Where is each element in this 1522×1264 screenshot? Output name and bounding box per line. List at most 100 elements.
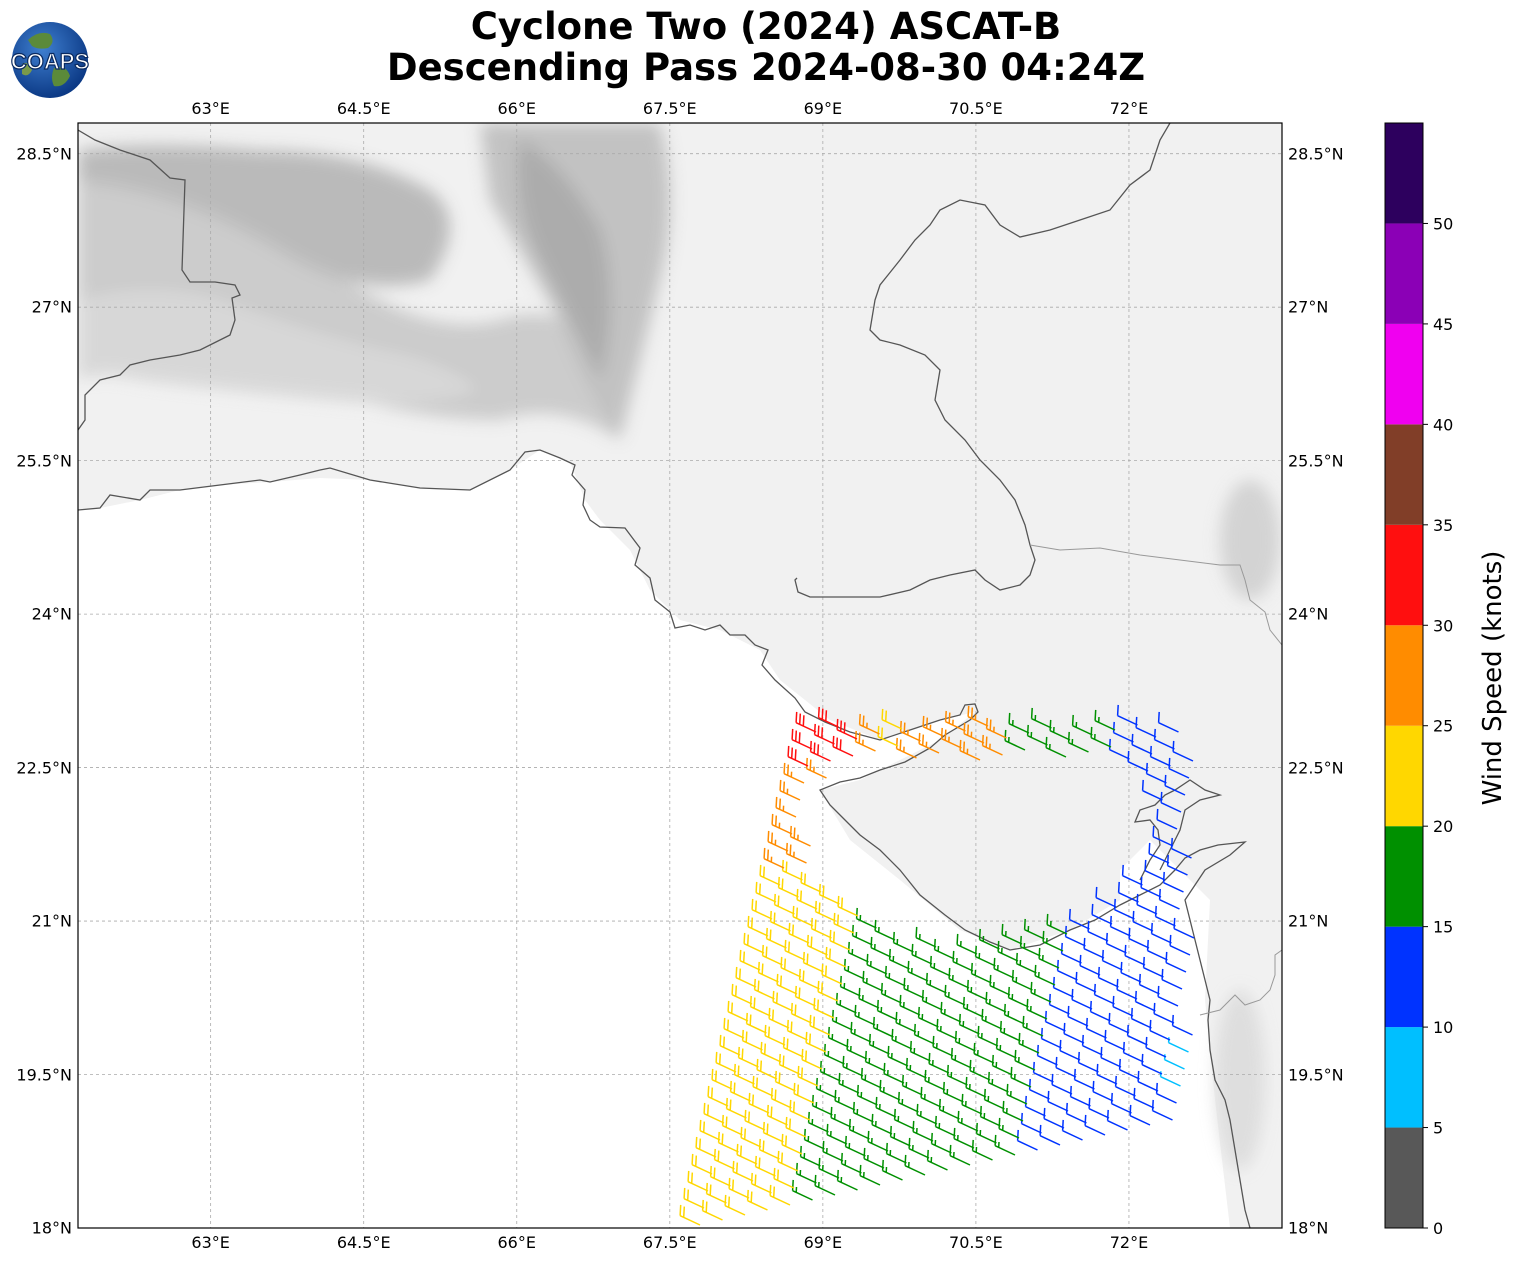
wind-barb bbox=[837, 895, 859, 917]
wind-barb bbox=[868, 1033, 890, 1055]
wind-barb bbox=[928, 1052, 950, 1074]
wind-barb bbox=[852, 1101, 874, 1123]
lon-tick-label-top: 69°E bbox=[803, 99, 843, 118]
wind-barb bbox=[950, 1047, 972, 1069]
colorbar-bin bbox=[1385, 1027, 1423, 1128]
wind-barb bbox=[830, 1106, 852, 1128]
wind-barb bbox=[729, 1080, 751, 1102]
wind-barb bbox=[1061, 1119, 1083, 1141]
wind-barb bbox=[721, 1114, 743, 1136]
wind-barb bbox=[1071, 988, 1093, 1010]
wind-barb bbox=[977, 1025, 999, 1047]
lon-tick-label-top: 67.5°E bbox=[642, 99, 697, 118]
wind-barb bbox=[803, 1128, 825, 1150]
wind-barb bbox=[741, 1029, 763, 1051]
wind-barb bbox=[1090, 726, 1112, 748]
wind-barb bbox=[691, 1153, 713, 1175]
wind-barb bbox=[957, 1110, 979, 1132]
wind-barb bbox=[737, 1046, 759, 1068]
wind-barb bbox=[1101, 949, 1123, 971]
wind-barb bbox=[770, 1087, 792, 1109]
wind-barb bbox=[1161, 968, 1183, 990]
colorbar-tick-label: 30 bbox=[1433, 616, 1453, 635]
cloud-imagery bbox=[78, 123, 1280, 1170]
wind-barb bbox=[832, 735, 854, 757]
wind-barb bbox=[948, 967, 970, 989]
wind-barb bbox=[1006, 1083, 1028, 1105]
wind-barb bbox=[843, 958, 865, 980]
wind-barb bbox=[1044, 1010, 1066, 1032]
lat-tick-label-left: 25.5°N bbox=[16, 451, 72, 471]
wind-barb bbox=[1046, 913, 1068, 935]
wind-barb bbox=[1096, 1063, 1118, 1085]
wind-barb bbox=[1059, 1039, 1081, 1061]
wind-barb bbox=[1052, 976, 1074, 998]
wind-barb bbox=[870, 936, 892, 958]
wind-barb bbox=[778, 1053, 800, 1075]
wind-barb bbox=[687, 1170, 709, 1192]
wind-barb bbox=[908, 1137, 930, 1159]
wind-barb bbox=[1040, 1027, 1062, 1049]
wind-barb bbox=[1116, 704, 1138, 726]
wind-barb bbox=[1164, 774, 1186, 796]
wind-barb bbox=[799, 1145, 821, 1167]
wind-barb bbox=[1011, 969, 1033, 991]
wind-barb bbox=[1004, 729, 1026, 751]
wind-barb bbox=[1001, 923, 1023, 945]
wind-barb bbox=[1137, 1070, 1159, 1092]
wind-barb bbox=[1023, 918, 1045, 940]
wind-barb bbox=[905, 1057, 927, 1079]
wind-barb bbox=[1002, 1100, 1024, 1122]
wind-barb bbox=[1010, 1066, 1032, 1088]
wind-barb bbox=[959, 739, 981, 761]
wind-barb bbox=[781, 1133, 803, 1155]
wind-barb bbox=[974, 945, 996, 967]
wind-barb bbox=[1088, 1097, 1110, 1119]
wind-barb bbox=[1049, 719, 1071, 741]
wind-barb bbox=[1003, 1003, 1025, 1025]
wind-barb bbox=[813, 997, 835, 1019]
wind-barb bbox=[1156, 808, 1178, 830]
colorbar-bin bbox=[1385, 424, 1423, 525]
wind-barb bbox=[773, 893, 795, 915]
wind-barb bbox=[1081, 1034, 1103, 1056]
wind-barb bbox=[826, 1123, 848, 1145]
wind-barb bbox=[844, 1135, 866, 1157]
wind-barb bbox=[819, 1060, 841, 1082]
wind-barb bbox=[966, 979, 988, 1001]
wind-barb bbox=[940, 727, 962, 749]
wind-barb bbox=[1087, 920, 1109, 942]
gridlines bbox=[78, 123, 1282, 1228]
wind-barb bbox=[961, 1093, 983, 1115]
wind-barb bbox=[917, 1006, 939, 1028]
wind-barb bbox=[1160, 791, 1182, 813]
wind-barb bbox=[918, 732, 940, 754]
lat-tick-label-right: 21°N bbox=[1288, 911, 1329, 931]
wind-barb bbox=[866, 953, 888, 975]
wind-barb bbox=[929, 955, 951, 977]
wind-barb bbox=[784, 939, 806, 961]
wind-barb bbox=[775, 796, 797, 818]
wind-barb bbox=[970, 962, 992, 984]
wind-barb bbox=[1157, 711, 1179, 733]
wind-barb bbox=[954, 1030, 976, 1052]
wind-barb bbox=[895, 1011, 917, 1033]
wind-barb bbox=[1172, 740, 1194, 762]
state-border-south bbox=[1199, 949, 1282, 1016]
wind-barb bbox=[787, 745, 809, 767]
wind-barb bbox=[862, 970, 884, 992]
wind-barb bbox=[916, 1103, 938, 1125]
wind-barb bbox=[1151, 1099, 1173, 1121]
wind-barb bbox=[1019, 935, 1041, 957]
wind-barb bbox=[769, 910, 791, 932]
wind-barb bbox=[962, 996, 984, 1018]
wind-barb bbox=[860, 1067, 882, 1089]
colorbar-tick-label: 5 bbox=[1433, 1119, 1443, 1138]
title-line-1: Cyclone Two (2024) ASCAT-B bbox=[470, 5, 1062, 48]
wind-barb bbox=[829, 929, 851, 951]
wind-barb bbox=[848, 1118, 870, 1140]
wind-barb bbox=[755, 881, 777, 903]
wind-barb bbox=[912, 1120, 934, 1142]
wind-barb bbox=[1075, 971, 1097, 993]
wind-barb bbox=[814, 900, 836, 922]
